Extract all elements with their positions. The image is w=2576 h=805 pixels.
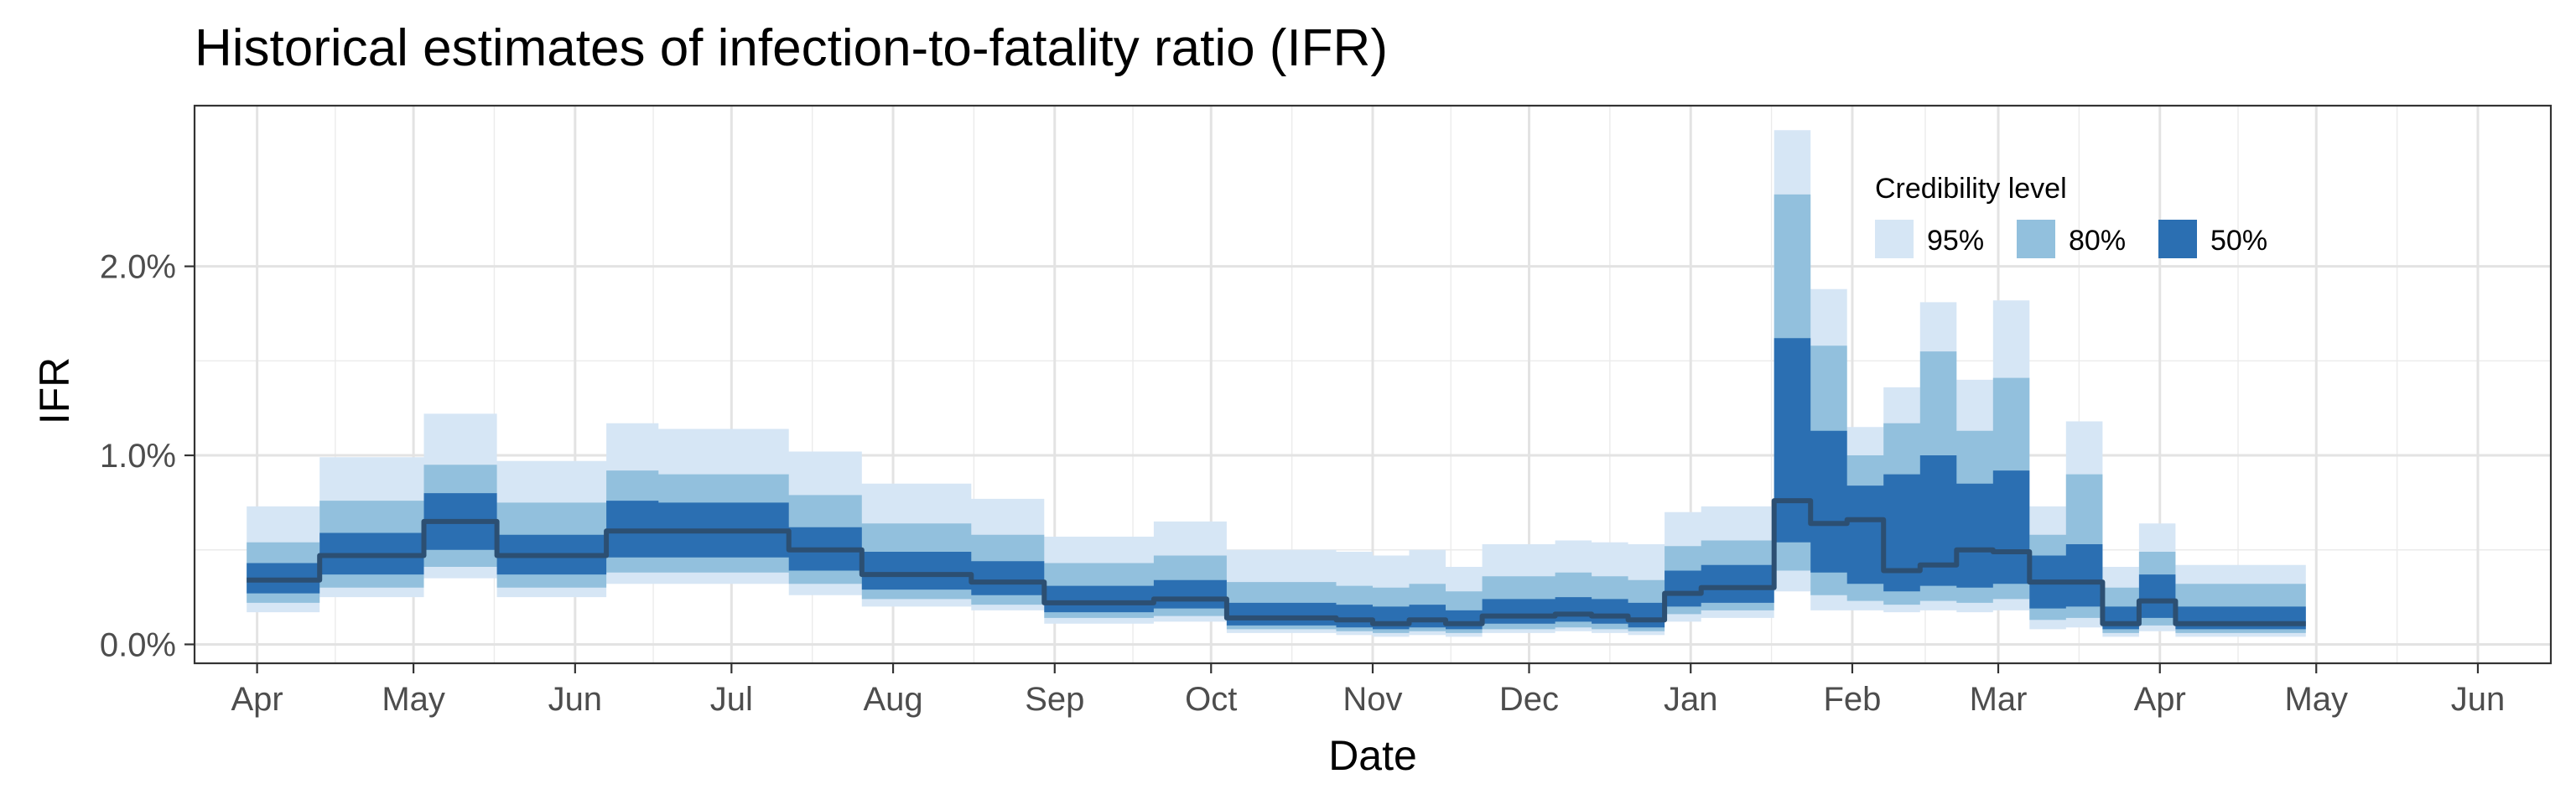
legend-title: Credibility level xyxy=(1875,173,2067,205)
legend-label-80: 80% xyxy=(2069,225,2126,257)
x-tick-label: May xyxy=(382,681,445,718)
chart-title: Historical estimates of infection-to-fat… xyxy=(195,19,1388,77)
legend-swatch-50 xyxy=(2158,220,2197,258)
x-tick-label: May xyxy=(2284,681,2348,718)
x-tick-label: Apr xyxy=(2134,681,2186,718)
y-axis: 0.0% 1.0% 2.0% xyxy=(100,249,195,663)
y-axis-title: IFR xyxy=(31,357,78,425)
x-tick-label: Oct xyxy=(1185,681,1237,718)
x-tick-label: Nov xyxy=(1343,681,1402,718)
legend-swatch-95 xyxy=(1875,220,1914,258)
x-axis: Apr May Jun Jul Aug Sep Oct Nov Dec Jan Feb Mar Apr M… xyxy=(231,663,2505,718)
x-tick-label: Jun xyxy=(2451,681,2506,718)
x-tick-label: Jul xyxy=(710,681,753,718)
y-tick-label: 2.0% xyxy=(100,249,176,286)
x-tick-label: Mar xyxy=(1970,681,2028,718)
x-tick-label: Jan xyxy=(1664,681,1718,718)
legend-swatch-80 xyxy=(2017,220,2055,258)
median-line-layer xyxy=(247,498,2306,626)
x-tick-label: Dec xyxy=(1499,681,1559,718)
ribbon-50 xyxy=(247,338,2306,630)
legend: Credibility level 95% 80% 50% xyxy=(1875,173,2267,258)
y-tick-label: 1.0% xyxy=(100,438,176,475)
x-tick-label: Jun xyxy=(548,681,603,718)
legend-label-50: 50% xyxy=(2210,225,2267,257)
x-tick-label: Sep xyxy=(1025,681,1084,718)
x-tick-label: Feb xyxy=(1823,681,1881,718)
x-axis-title: Date xyxy=(1328,732,1417,779)
median-line xyxy=(247,498,2306,626)
legend-label-95: 95% xyxy=(1927,225,1984,257)
x-tick-label: Apr xyxy=(231,681,283,718)
x-tick-label: Aug xyxy=(863,681,922,718)
y-tick-label: 0.0% xyxy=(100,626,176,663)
band-50 xyxy=(247,338,2306,630)
